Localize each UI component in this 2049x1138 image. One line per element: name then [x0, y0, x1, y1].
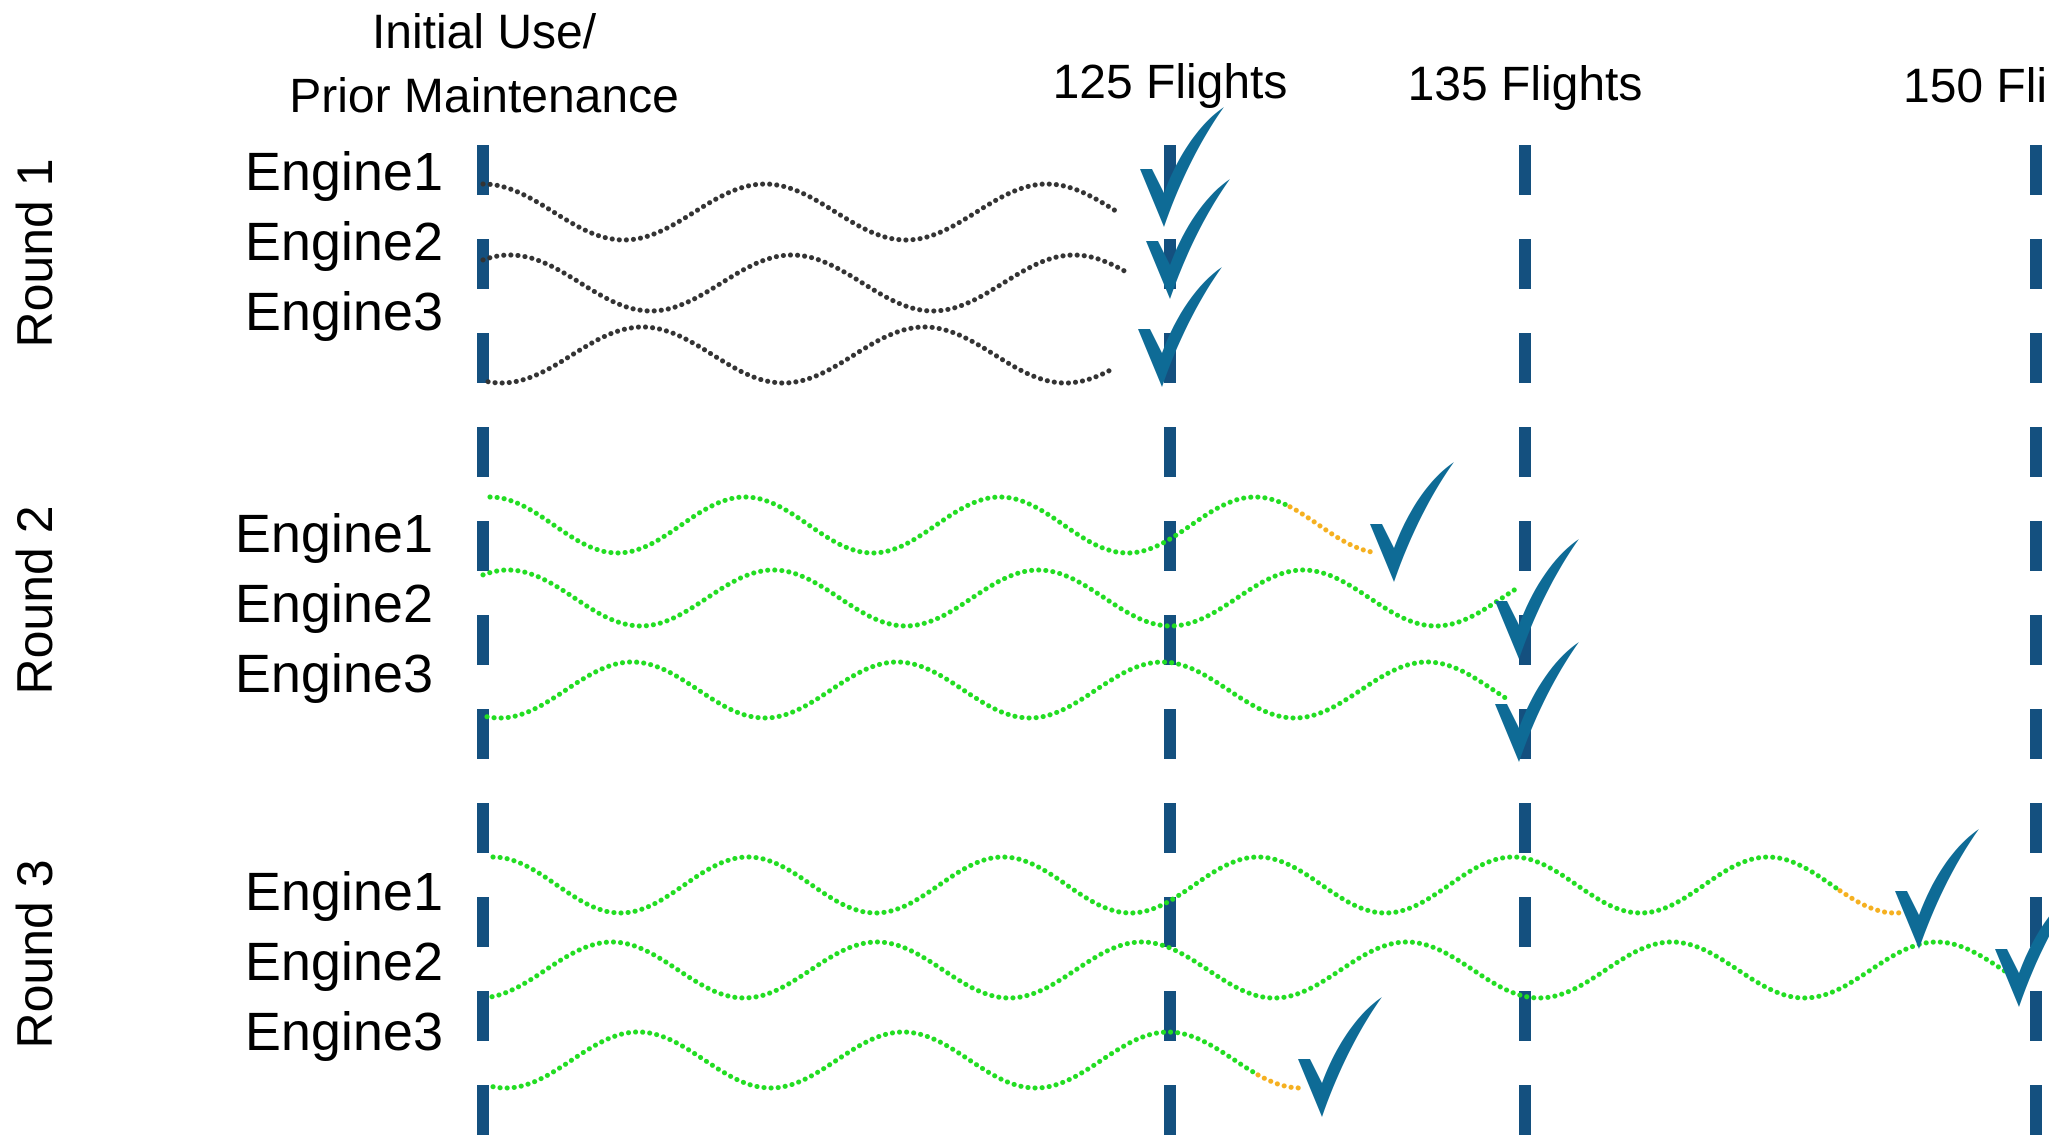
round-2-label: Round 2: [7, 505, 63, 694]
round-1-engine2-check: [1146, 179, 1230, 299]
round-1-engine3-label: Engine3: [245, 282, 443, 342]
round-2-engine2-check: [1495, 539, 1579, 659]
round-1-engine1-check: [1140, 107, 1224, 227]
round-2-engine3-check: [1495, 642, 1579, 762]
round-1-engine1-wave: [480, 181, 1122, 243]
round-3-engine2-label: Engine2: [245, 932, 443, 992]
round-3-engine3-wave: [490, 1029, 1261, 1091]
round-2-engine3-wave: [484, 659, 1513, 721]
header-150-flights: 150 Flights: [1903, 60, 2049, 113]
round-2-engine2-label: Engine2: [235, 574, 433, 634]
header-initial-use: Initial Use/: [372, 6, 597, 59]
milestone-lines: [477, 145, 2042, 1138]
round-3-engine1-tail: [1837, 888, 1906, 916]
round-3-label: Round 3: [7, 859, 63, 1048]
round-3-engine3-label: Engine3: [245, 1002, 443, 1062]
round-1-engine2-wave: [480, 252, 1128, 314]
round-1-label: Round 1: [7, 158, 63, 347]
round-3-engine1-check: [1895, 829, 1979, 949]
round-1-engine3-wave: [485, 324, 1115, 386]
header-125-flights: 125 Flights: [1053, 56, 1288, 109]
header-prior-maintenance: Prior Maintenance: [289, 70, 679, 123]
round-2-engine2-wave: [480, 567, 1518, 629]
engine-usage-waves: [480, 181, 2013, 1091]
round-2-engine1-check: [1370, 462, 1454, 582]
round-1-engine1-label: Engine1: [245, 142, 443, 202]
round-3-engine3-check: [1298, 997, 1382, 1117]
check-marks: [1138, 107, 2049, 1117]
round-1-engine3-check: [1138, 267, 1222, 387]
round-1-engine2-label: Engine2: [245, 212, 443, 272]
round-2-engine1-tail: [1287, 504, 1377, 555]
header-135-flights: 135 Flights: [1408, 58, 1643, 111]
round-3-engine2-check: [1995, 916, 2049, 1007]
round-2-engine3-label: Engine3: [235, 644, 433, 704]
round-2-engine1-label: Engine1: [235, 504, 433, 564]
round-3-engine1-label: Engine1: [245, 862, 443, 922]
round-2-engine1-wave: [487, 494, 1291, 556]
round-3-engine1-wave: [490, 854, 1843, 916]
round-3-engine3-tail: [1255, 1072, 1306, 1091]
round-3-engine2-wave: [489, 939, 2013, 1001]
